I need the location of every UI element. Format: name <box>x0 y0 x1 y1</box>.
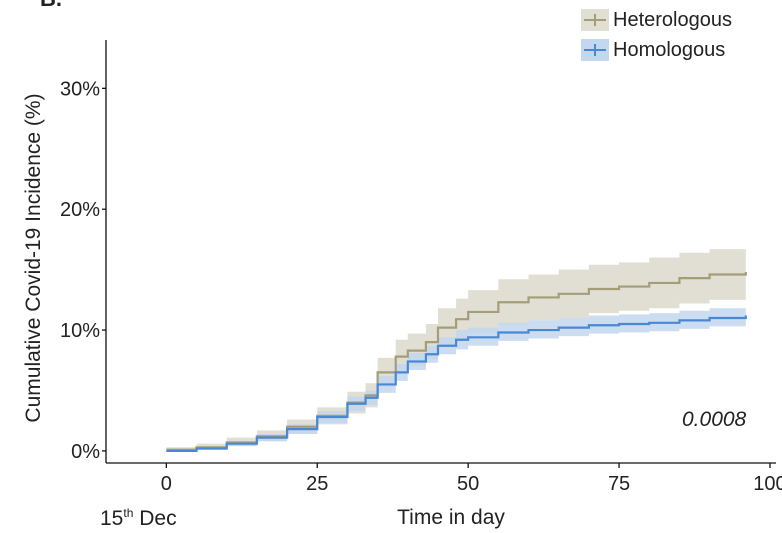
line-homologous <box>166 315 747 453</box>
start-date-month: Dec <box>139 507 177 530</box>
x-tick-label: 100 <box>753 473 782 495</box>
start-date-label: 15th Dec <box>100 506 177 531</box>
x-axis-label: Time in day <box>397 506 505 529</box>
series-lines <box>166 272 747 453</box>
x-tick-label: 50 <box>457 473 479 495</box>
x-tick-label: 25 <box>306 473 328 495</box>
legend: Heterologous Homologous <box>581 5 732 65</box>
legend-key-homologous <box>581 39 609 61</box>
y-axis-label: Cumulative Covid-19 Incidence (%) <box>22 93 45 423</box>
panel-label: B. <box>40 0 62 12</box>
band-heterologous <box>166 246 746 451</box>
x-tick-label: 0 <box>161 473 172 495</box>
start-date-day: 15 <box>100 507 124 530</box>
start-date-suffix: th <box>123 506 134 520</box>
legend-label-homologous: Homologous <box>613 38 726 61</box>
legend-item-heterologous: Heterologous <box>581 5 732 35</box>
axes: 0% 10% 20% 30% 0 25 50 75 100 <box>60 40 782 495</box>
y-tick-label: 20% <box>60 199 100 221</box>
confidence-bands <box>166 246 746 451</box>
legend-label-heterologous: Heterologous <box>613 8 732 31</box>
legend-item-homologous: Homologous <box>581 35 732 65</box>
y-tick-label: 30% <box>60 78 100 100</box>
y-tick-label: 10% <box>60 320 100 342</box>
p-value: 0.0008 <box>682 408 747 431</box>
x-tick-label: 75 <box>608 473 630 495</box>
y-tick-label: 0% <box>71 441 100 463</box>
legend-key-heterologous <box>581 9 609 31</box>
